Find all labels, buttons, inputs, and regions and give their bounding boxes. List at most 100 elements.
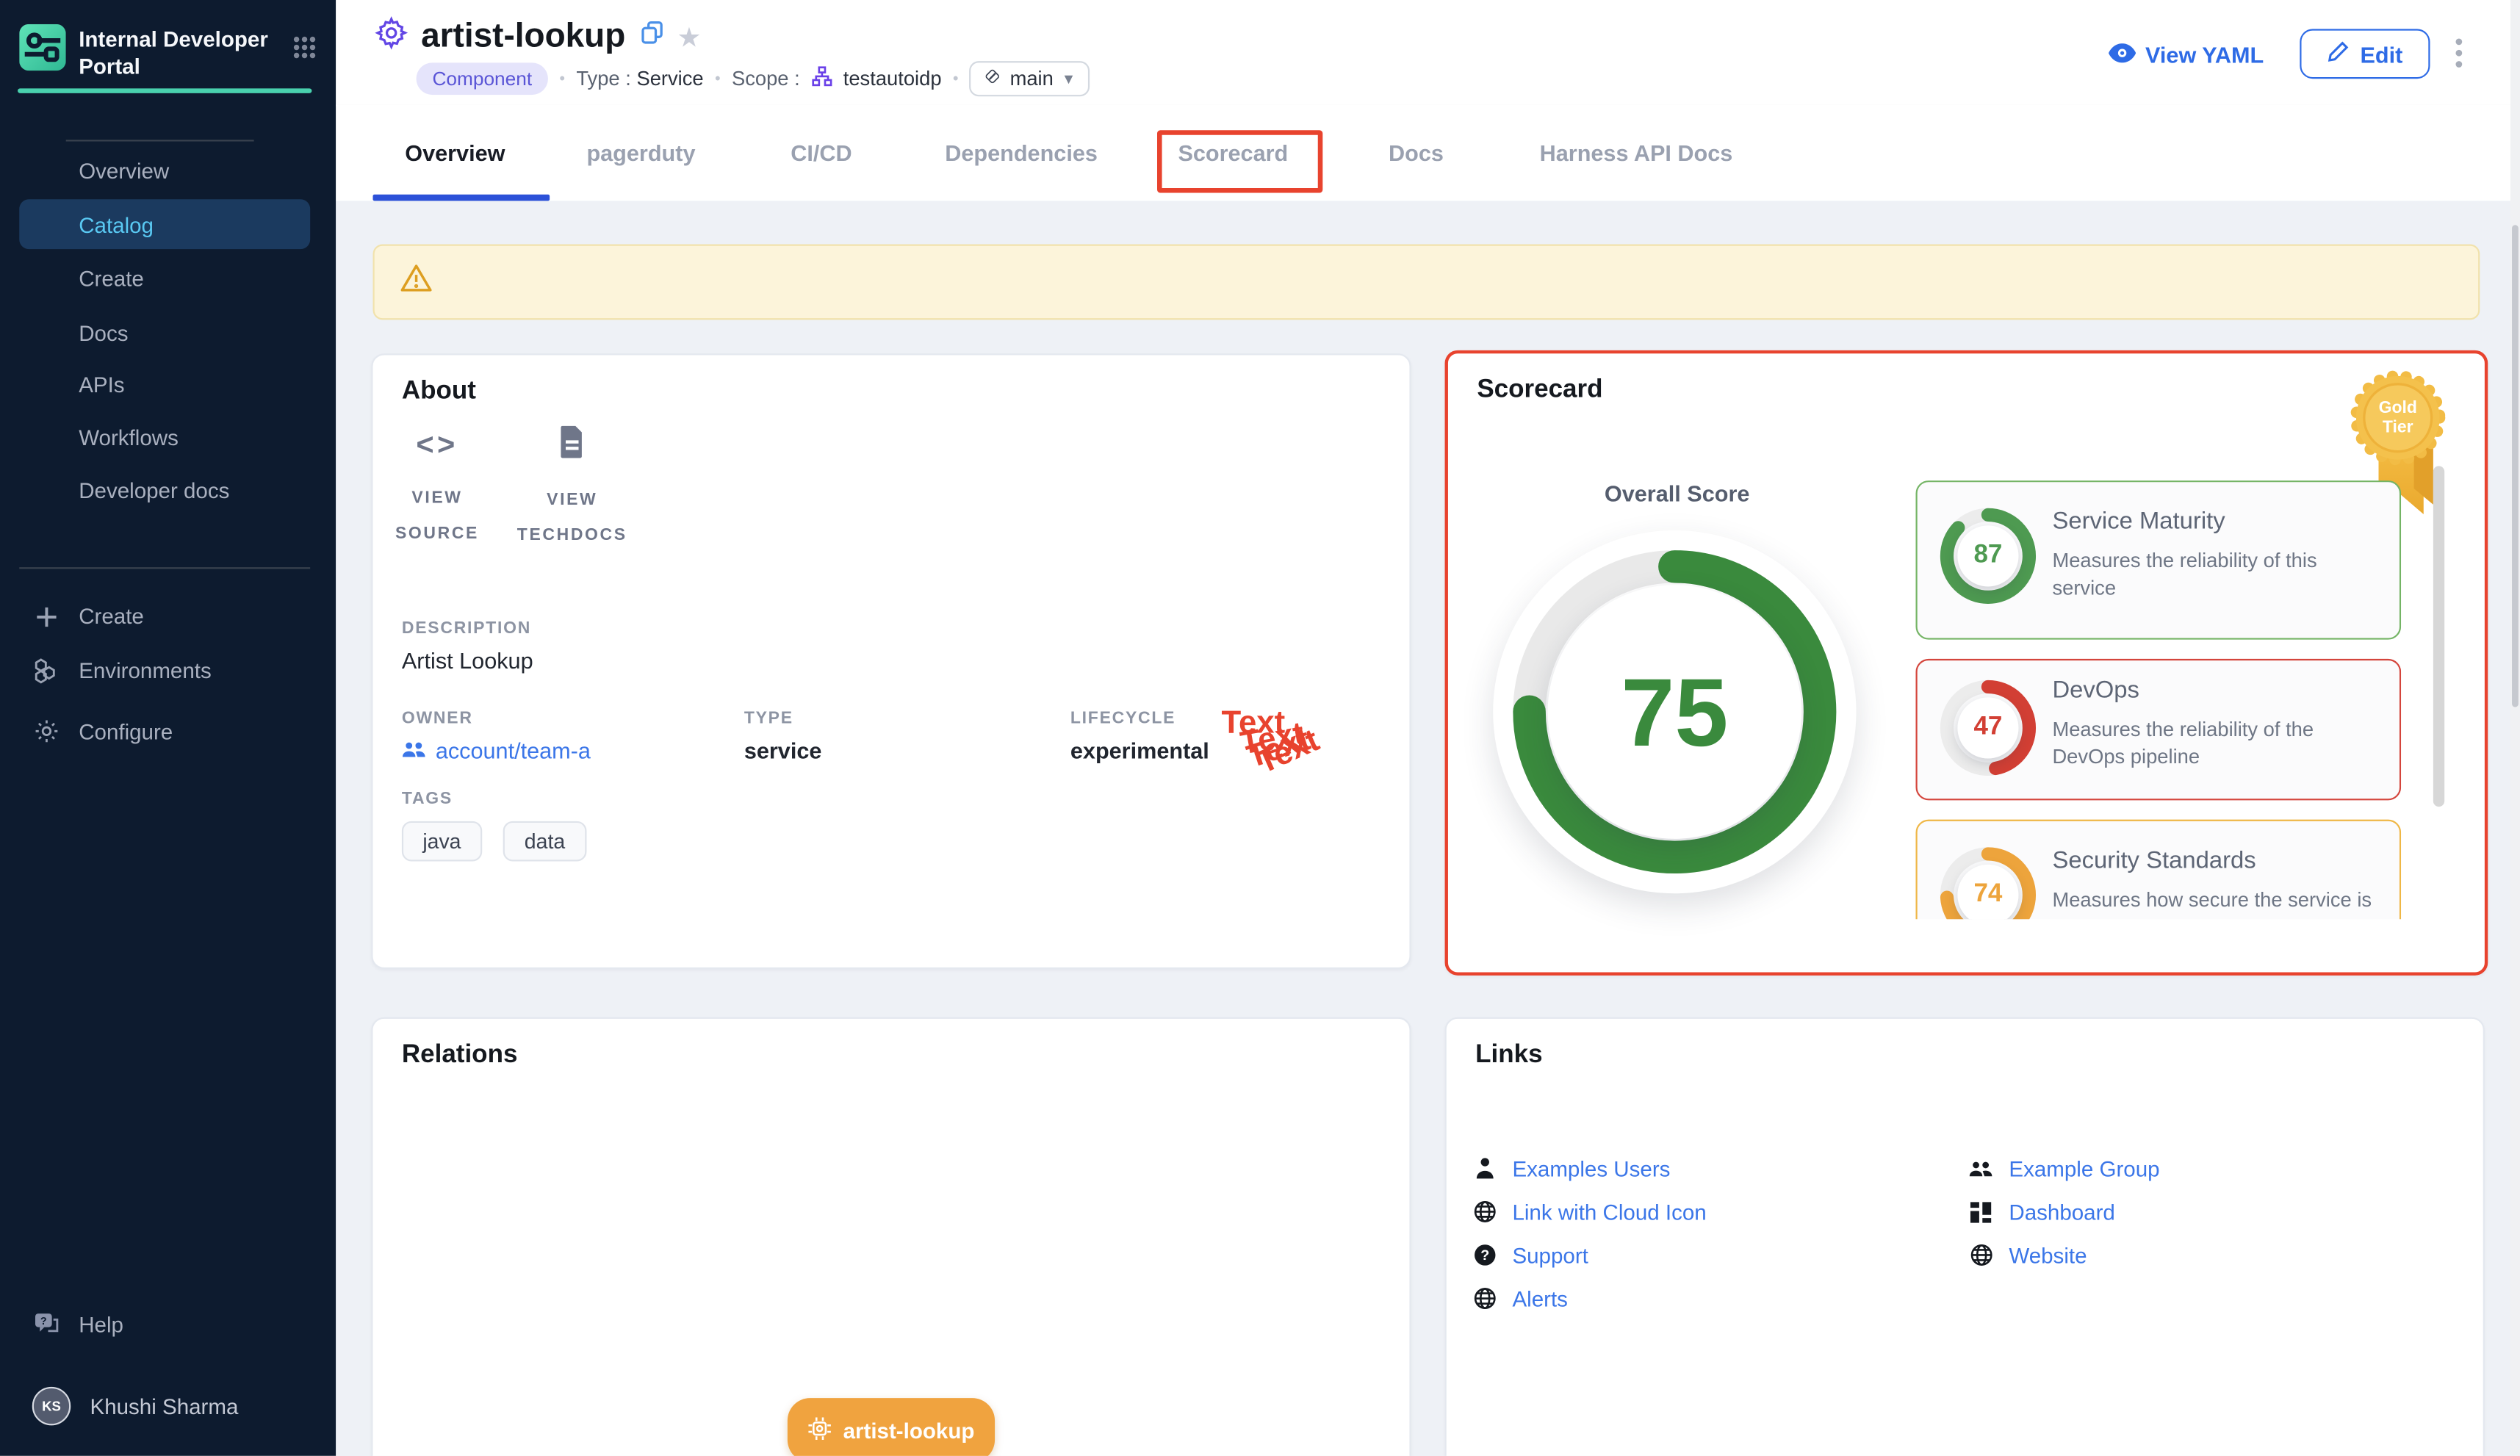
about-title: About	[402, 378, 476, 406]
page-title: artist-lookup	[421, 18, 625, 57]
sidebar-item-developer-docs[interactable]: Developer docs	[79, 479, 229, 503]
link-examples-users[interactable]: Examples Users	[1472, 1156, 1707, 1181]
user-name: Khushi Sharma	[90, 1394, 239, 1419]
user-menu[interactable]: KS Khushi Sharma	[32, 1387, 239, 1426]
metric-name: Service Maturity	[2052, 508, 2380, 535]
avatar: KS	[32, 1387, 71, 1426]
globe-icon	[1472, 1200, 1497, 1223]
tags-label: TAGS	[402, 789, 600, 808]
sidebar-item-label: Help	[79, 1312, 123, 1336]
action-label-line: TECHDOCS	[500, 517, 644, 552]
branch-value: main	[1010, 68, 1054, 90]
about-card: About <> VIEW SOURCE	[371, 353, 1411, 969]
sidebar-item-create-action[interactable]: Create	[34, 605, 144, 629]
branch-selector[interactable]: main ▼	[970, 61, 1090, 96]
globe-icon	[1472, 1287, 1497, 1310]
app-viewport: Internal Developer Portal Overview Catal…	[0, 0, 2520, 1456]
sidebar-item-help[interactable]: ? Help	[34, 1311, 123, 1337]
view-yaml-label: View YAML	[2145, 41, 2264, 67]
tab-docs[interactable]: Docs	[1389, 104, 1444, 201]
tabs-bar: Overview pagerduty CI/CD Dependencies Sc…	[336, 104, 2520, 201]
sidebar-item-configure[interactable]: Configure	[34, 718, 173, 744]
metric-score: 87	[1973, 541, 2002, 570]
sidebar-item-workflows[interactable]: Workflows	[79, 426, 179, 450]
eye-icon	[2109, 41, 2136, 67]
warning-banner	[373, 245, 2480, 320]
scope-label: Scope :	[732, 68, 800, 90]
tag-chip[interactable]: data	[503, 821, 586, 862]
sidebar-item-apis[interactable]: APIs	[79, 373, 124, 397]
link-label: Alerts	[1512, 1286, 1568, 1311]
link-example-group[interactable]: Example Group	[1969, 1156, 2160, 1181]
link-support[interactable]: ? Support	[1472, 1242, 1707, 1268]
branch-icon	[984, 68, 1002, 90]
sidebar-item-environments[interactable]: Environments	[34, 657, 212, 685]
sidebar-divider-top	[66, 140, 254, 141]
document-icon	[559, 437, 585, 464]
tab-cicd[interactable]: CI/CD	[791, 104, 852, 201]
view-source-action[interactable]: <> VIEW SOURCE	[365, 429, 510, 551]
edit-button[interactable]: Edit	[2299, 29, 2430, 79]
type-value: Service	[636, 68, 703, 90]
link-alerts[interactable]: Alerts	[1472, 1286, 1707, 1311]
star-icon[interactable]: ★	[677, 24, 701, 51]
svg-text:?: ?	[1480, 1247, 1488, 1264]
dot-separator: •	[559, 70, 565, 87]
dashboard-icon	[1969, 1201, 1993, 1222]
code-icon: <>	[416, 429, 458, 463]
svg-text:?: ?	[40, 1316, 47, 1327]
warning-icon	[400, 264, 433, 300]
metric-name: DevOps	[2052, 677, 2380, 704]
more-options-menu[interactable]	[2456, 39, 2463, 68]
view-techdocs-action[interactable]: VIEW TECHDOCS	[500, 426, 644, 553]
metric-card-service-maturity[interactable]: 87 Service Maturity Measures the reliabi…	[1916, 480, 2402, 640]
sidebar-item-label: Environments	[79, 659, 212, 683]
globe-icon	[1969, 1244, 1993, 1266]
overall-score-label: Overall Score	[1560, 480, 1793, 506]
tab-harness-api-docs[interactable]: Harness API Docs	[1540, 104, 1733, 201]
app-grid-icon[interactable]	[292, 24, 317, 68]
tag-chip[interactable]: java	[402, 821, 482, 862]
page-scrollbar-thumb[interactable]	[2512, 225, 2519, 707]
overall-score-gauge: 75	[1493, 530, 1856, 893]
svg-text:Tier: Tier	[2383, 417, 2413, 436]
portal-logo-icon	[19, 24, 65, 79]
link-with-cloud-icon[interactable]: Link with Cloud Icon	[1472, 1199, 1707, 1225]
owner-value: account/team-a	[436, 738, 591, 763]
type-field-label: TYPE	[744, 709, 822, 728]
type-field-value: service	[744, 738, 822, 763]
view-yaml-button[interactable]: View YAML	[2109, 41, 2264, 67]
sidebar-item-overview[interactable]: Overview	[79, 159, 169, 184]
chevron-down-icon: ▼	[1062, 71, 1076, 87]
tab-pagerduty[interactable]: pagerduty	[586, 104, 695, 201]
sidebar-item-create[interactable]: Create	[79, 267, 144, 291]
links-card: Links Examples Users Link with Cloud Ico…	[1445, 1017, 2485, 1456]
sidebar-item-label: Create	[79, 605, 144, 629]
metric-card-devops[interactable]: 47 DevOps Measures the reliability of th…	[1916, 659, 2402, 801]
scorecard-tab-annotation	[1157, 130, 1322, 192]
dot-separator: •	[715, 70, 721, 87]
sidebar-active-highlight	[19, 199, 310, 249]
action-label-line: SOURCE	[365, 516, 510, 551]
sidebar-item-catalog[interactable]: Catalog	[79, 213, 154, 237]
tab-dependencies[interactable]: Dependencies	[945, 104, 1098, 201]
help-circle-icon: ?	[1472, 1244, 1497, 1266]
owner-link[interactable]: account/team-a	[402, 738, 591, 763]
copy-icon[interactable]	[641, 21, 664, 53]
link-label: Examples Users	[1512, 1156, 1670, 1181]
links-title: Links	[1475, 1042, 1542, 1070]
org-hierarchy-icon	[811, 66, 832, 92]
sidebar-item-docs[interactable]: Docs	[79, 322, 128, 346]
link-dashboard[interactable]: Dashboard	[1969, 1199, 2160, 1225]
link-website[interactable]: Website	[1969, 1242, 2160, 1268]
metrics-scrollbar[interactable]	[2433, 466, 2444, 807]
metrics-scroll-area[interactable]: 87 Service Maturity Measures the reliabi…	[1916, 480, 2402, 919]
page-scrollbar[interactable]	[2510, 0, 2520, 1456]
link-label: Website	[2009, 1243, 2087, 1267]
brand: Internal Developer Portal	[19, 24, 317, 82]
tab-overview[interactable]: Overview	[405, 104, 505, 201]
relation-node-artist-lookup[interactable]: artist-lookup	[788, 1398, 995, 1456]
plus-icon	[34, 605, 60, 628]
metric-card-security-standards[interactable]: 74 Security Standards Measures how secur…	[1916, 820, 2402, 920]
text-artifact: Text Text Text Text	[1222, 705, 1334, 785]
